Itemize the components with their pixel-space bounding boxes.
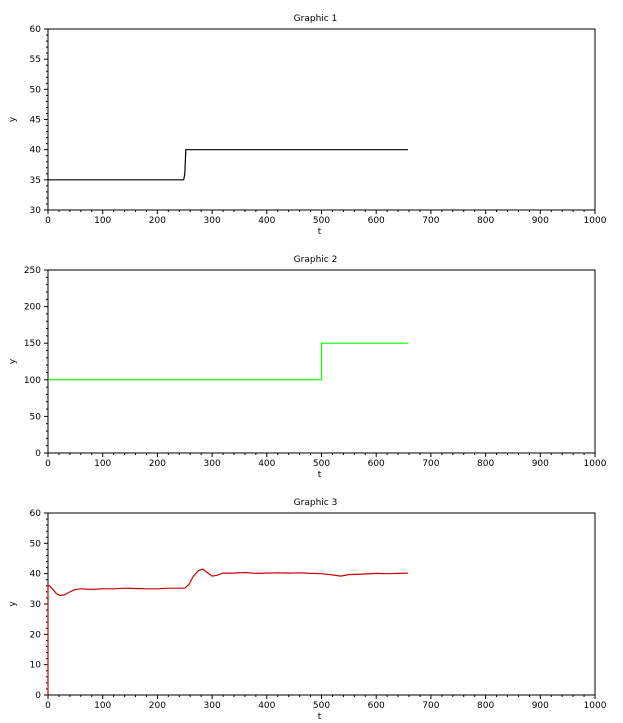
y-tick-label: 0 <box>35 449 41 459</box>
x-tick-label: 200 <box>149 701 166 711</box>
x-axis-label: t <box>318 712 322 722</box>
x-tick-label: 200 <box>149 459 166 469</box>
x-tick-label: 800 <box>477 701 494 711</box>
x-tick-label: 900 <box>532 459 549 469</box>
x-tick-label: 700 <box>422 701 439 711</box>
series-line-1 <box>48 342 408 381</box>
x-axis-label: t <box>318 227 322 237</box>
x-tick-label: 400 <box>258 459 275 469</box>
x-tick-label: 700 <box>422 459 439 469</box>
y-tick-label: 50 <box>30 539 42 549</box>
x-axis-label: t <box>318 470 322 480</box>
y-tick-label: 0 <box>35 691 41 701</box>
chart-panel-3: Graphic 30 100 200 300 400 500 600 700 800 900 100… <box>8 498 607 722</box>
x-tick-label: 400 <box>258 216 275 226</box>
y-tick-label: 30 <box>30 600 42 610</box>
x-tick-label: 600 <box>368 216 385 226</box>
y-axis-label: y <box>8 116 18 122</box>
x-tick-label: 100 <box>94 216 111 226</box>
y-tick-label: 60 <box>30 25 42 35</box>
x-tick-label: 600 <box>368 459 385 469</box>
x-tick-label: 300 <box>204 701 221 711</box>
plot-frame <box>47 28 596 211</box>
y-tick-label: 100 <box>24 376 41 386</box>
chart-title: Graphic 3 <box>294 498 338 508</box>
y-tick-label: 55 <box>30 55 41 65</box>
x-tick-label: 800 <box>477 459 494 469</box>
y-axis-label: y <box>8 358 18 364</box>
chart-panel-2: Graphic 20 100 200 300 400 500 600 700 800 900 100… <box>8 255 607 480</box>
y-tick-label: 150 <box>24 339 41 349</box>
y-tick-label: 50 <box>30 85 42 95</box>
y-tick-label: 40 <box>30 570 42 580</box>
y-tick-label: 35 <box>30 176 41 186</box>
x-tick-label: 900 <box>532 701 549 711</box>
x-tick-label: 500 <box>313 459 330 469</box>
x-tick-label: 1000 <box>584 216 607 226</box>
x-tick-label: 600 <box>368 701 385 711</box>
chart-panel-1: Graphic 1 0 100 200 300 400 500 600 700 800 900 100… <box>8 14 607 237</box>
x-tick-label: 0 <box>45 216 51 226</box>
x-tick-label: 500 <box>313 216 330 226</box>
chart-title: Graphic 2 <box>294 255 338 265</box>
x-tick-label: 0 <box>45 701 51 711</box>
x-tick-label: 100 <box>94 459 111 469</box>
plot-frame <box>47 512 596 696</box>
y-tick-label: 45 <box>30 116 41 126</box>
y-tick-label: 200 <box>24 303 41 313</box>
x-tick-label: 300 <box>204 459 221 469</box>
chart-title: Graphic 1 <box>294 14 338 24</box>
series-line-1 <box>47 568 408 695</box>
x-tick-label: 800 <box>477 216 494 226</box>
y-tick-label: 60 <box>30 509 42 519</box>
x-tick-label: 500 <box>313 701 330 711</box>
series-line-1 <box>48 149 408 181</box>
x-tick-label: 100 <box>94 701 111 711</box>
y-tick-label: 50 <box>30 412 42 422</box>
y-tick-label: 250 <box>24 266 41 276</box>
y-axis-label: y <box>8 601 18 607</box>
x-tick-label: 1000 <box>584 459 607 469</box>
x-tick-label: 400 <box>258 701 275 711</box>
x-tick-label: 900 <box>532 216 549 226</box>
y-tick-label: 10 <box>30 661 42 671</box>
x-tick-label: 300 <box>204 216 221 226</box>
x-tick-label: 700 <box>422 216 439 226</box>
y-tick-label: 40 <box>30 146 42 156</box>
x-tick-label: 200 <box>149 216 166 226</box>
x-tick-label: 0 <box>45 459 51 469</box>
y-tick-label: 20 <box>30 630 42 640</box>
y-tick-label: 30 <box>30 206 42 216</box>
x-tick-label: 1000 <box>584 701 607 711</box>
